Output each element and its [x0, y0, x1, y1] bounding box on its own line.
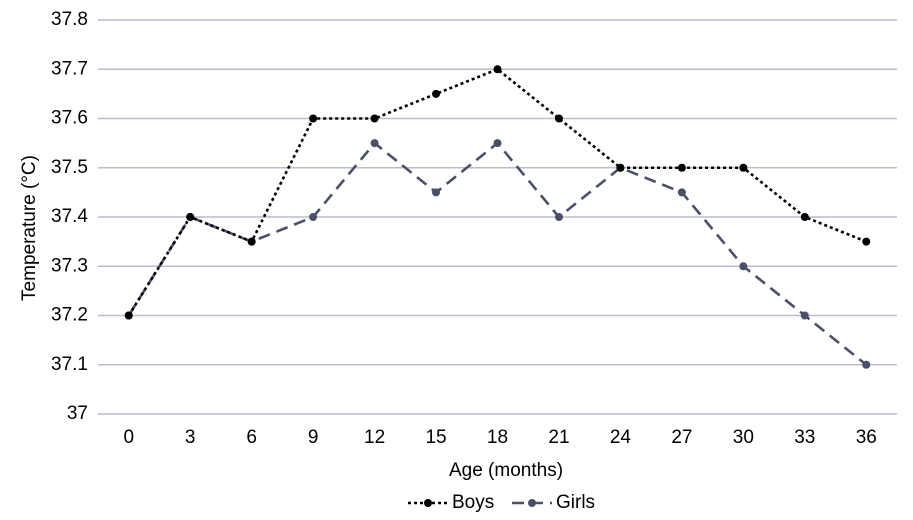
legend: Boys Girls: [408, 492, 595, 513]
y-tick-label: 37.2: [51, 305, 88, 326]
boys-point: [370, 114, 379, 123]
x-tick-label: 36: [856, 427, 877, 448]
boys-legend-marker: [424, 499, 432, 507]
girls-point: [493, 139, 502, 148]
boys-point: [739, 163, 748, 172]
girls-point: [800, 311, 809, 320]
x-tick-label: 12: [364, 427, 385, 448]
boys-point: [800, 213, 809, 221]
boys-line: [127, 67, 867, 317]
girls-legend-marker: [528, 499, 536, 507]
boys-series: [124, 65, 871, 320]
girls-line: [127, 141, 868, 366]
girls-point: [677, 188, 686, 197]
x-tick-label: 6: [246, 427, 257, 448]
boys-legend-label: Boys: [452, 492, 494, 513]
x-tick-label: 24: [610, 427, 632, 448]
boys-point: [616, 163, 625, 172]
data-series: [124, 65, 871, 369]
girls-point: [370, 139, 379, 148]
girls-legend-label: Girls: [556, 492, 595, 513]
y-axis-tick-labels: 37 37.1 37.2 37.3 37.4 37.5 37.6 37.7 37.8: [51, 9, 88, 424]
girls-point: [309, 213, 318, 221]
x-axis-tick-labels: 0 3 6 9 12 15 18 21 24 27 30 33 36: [123, 427, 876, 448]
x-tick-label: 3: [185, 427, 196, 448]
y-tick-label: 37.6: [51, 108, 88, 129]
y-tick-label: 37.7: [51, 58, 88, 79]
boys-point: [247, 237, 256, 246]
girls-point: [432, 188, 441, 197]
girls-series: [124, 139, 871, 369]
y-tick-label: 37.3: [51, 255, 88, 276]
y-axis-title: Temperature (°C): [19, 155, 40, 301]
girls-point: [862, 360, 871, 369]
boys-point: [862, 237, 871, 246]
y-tick-label: 37.5: [51, 157, 88, 178]
x-tick-label: 27: [671, 427, 692, 448]
x-tick-label: 9: [308, 427, 319, 448]
x-tick-label: 0: [123, 427, 134, 448]
boys-point: [554, 114, 563, 123]
girls-point: [739, 262, 748, 271]
x-axis-title: Age (months): [449, 460, 563, 481]
gridlines: [98, 19, 897, 415]
boys-point: [124, 311, 133, 320]
boys-point: [677, 163, 686, 172]
y-tick-label: 37: [67, 403, 88, 424]
boys-point: [432, 89, 441, 98]
boys-point: [186, 213, 195, 221]
y-tick-label: 37.1: [51, 354, 88, 375]
x-tick-label: 21: [548, 427, 569, 448]
boys-point: [493, 65, 502, 74]
x-tick-label: 15: [425, 427, 446, 448]
girls-point: [554, 213, 563, 221]
x-tick-label: 33: [794, 427, 815, 448]
x-tick-label: 18: [487, 427, 508, 448]
x-tick-label: 30: [733, 427, 754, 448]
y-tick-label: 37.8: [51, 9, 88, 30]
y-tick-label: 37.4: [51, 206, 88, 227]
boys-point: [309, 114, 318, 123]
